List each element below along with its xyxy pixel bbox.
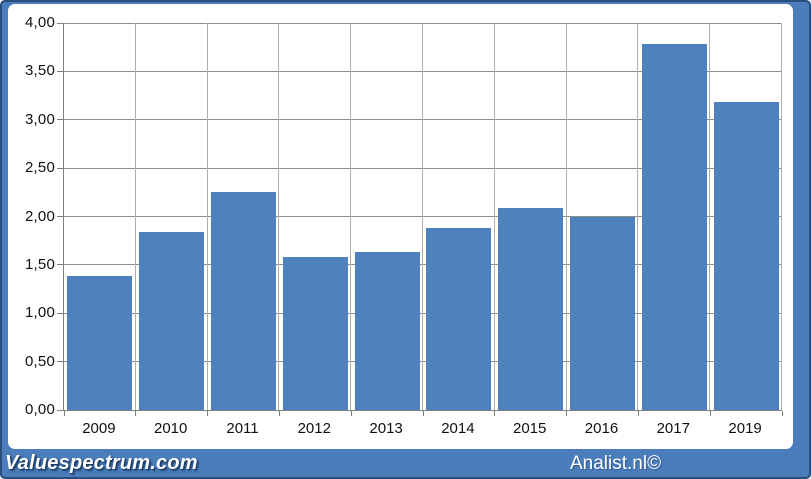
- x-tick: [422, 411, 424, 416]
- y-tick: [57, 312, 63, 314]
- y-tick-label: 0,00: [25, 401, 55, 418]
- y-tick: [57, 361, 63, 363]
- y-gridline: [64, 361, 782, 363]
- x-tick-label: 2013: [369, 420, 403, 437]
- y-tick-label: 2,50: [25, 159, 55, 177]
- bar-2014: [426, 228, 492, 410]
- y-tick: [57, 70, 63, 72]
- x-gridline: [781, 23, 782, 410]
- x-tick: [709, 411, 711, 416]
- x-gridline: [206, 23, 208, 410]
- bar-2017: [641, 44, 707, 410]
- x-tick-label: 2012: [297, 420, 331, 437]
- y-tick-label: 0,50: [25, 352, 55, 370]
- analist-credit: Analist.nl©: [570, 453, 662, 474]
- x-tick: [278, 411, 280, 416]
- bar-2009: [67, 275, 133, 410]
- x-tick-label: 2016: [584, 420, 619, 437]
- x-tick-label: 2010: [154, 420, 188, 437]
- bar-2019: [713, 102, 779, 410]
- x-gridline: [565, 23, 567, 410]
- x-gridline: [350, 23, 352, 410]
- bar-2012: [282, 257, 348, 410]
- y-gridline: [64, 312, 782, 314]
- bar-2013: [354, 252, 420, 410]
- y-tick: [57, 409, 63, 411]
- x-tick-label: 2011: [226, 420, 259, 437]
- x-tick-label: 2017: [656, 420, 690, 437]
- y-gridline: [64, 264, 782, 266]
- bar-2010: [139, 231, 205, 410]
- y-tick-label: 1,50: [25, 255, 55, 273]
- x-tick: [781, 411, 783, 416]
- x-tick: [135, 411, 137, 416]
- y-gridline: [64, 119, 782, 121]
- x-tick: [637, 411, 639, 416]
- x-tick-label: 2015: [513, 420, 547, 437]
- y-tick: [57, 119, 63, 121]
- y-tick-label: 3,00: [25, 110, 55, 128]
- y-tick-label: 3,50: [25, 62, 55, 80]
- x-tick-label: 2014: [441, 420, 475, 437]
- bar-2016: [570, 216, 635, 410]
- x-gridline: [493, 23, 495, 410]
- x-gridline: [709, 23, 711, 410]
- y-tick: [57, 264, 63, 266]
- y-tick-label: 1,00: [25, 304, 55, 322]
- chart-panel: 0,00 0,50 1,00 1,50 2,00 2,50 3,00 3,50 4,00 200…: [8, 4, 793, 449]
- x-tick-label: 2009: [82, 420, 116, 437]
- y-gridline: [64, 22, 782, 24]
- y-tick: [57, 167, 63, 169]
- y-tick-label: 4,00: [25, 14, 55, 31]
- y-tick: [57, 216, 63, 217]
- x-tick-label: 2019: [728, 420, 762, 437]
- y-tick-label: 2,00: [25, 207, 55, 225]
- valuespectrum-logo: Valuespectrum.com: [5, 452, 198, 474]
- y-tick: [57, 22, 63, 24]
- x-tick: [566, 411, 568, 416]
- x-gridline: [637, 23, 639, 410]
- y-gridline: [64, 167, 782, 169]
- footer-bar: Valuespectrum.com Analist.nl©: [0, 449, 811, 479]
- x-gridline: [134, 23, 136, 410]
- x-gridline: [422, 23, 423, 410]
- x-gridline: [278, 23, 280, 410]
- plot-area: [57, 22, 783, 416]
- x-tick: [207, 411, 209, 416]
- x-tick: [494, 411, 496, 416]
- bar-2015: [498, 207, 564, 410]
- x-tick: [63, 411, 65, 416]
- x-tick: [350, 411, 352, 416]
- y-gridline: [64, 216, 782, 217]
- bar-2011: [211, 192, 276, 410]
- y-gridline: [64, 70, 782, 72]
